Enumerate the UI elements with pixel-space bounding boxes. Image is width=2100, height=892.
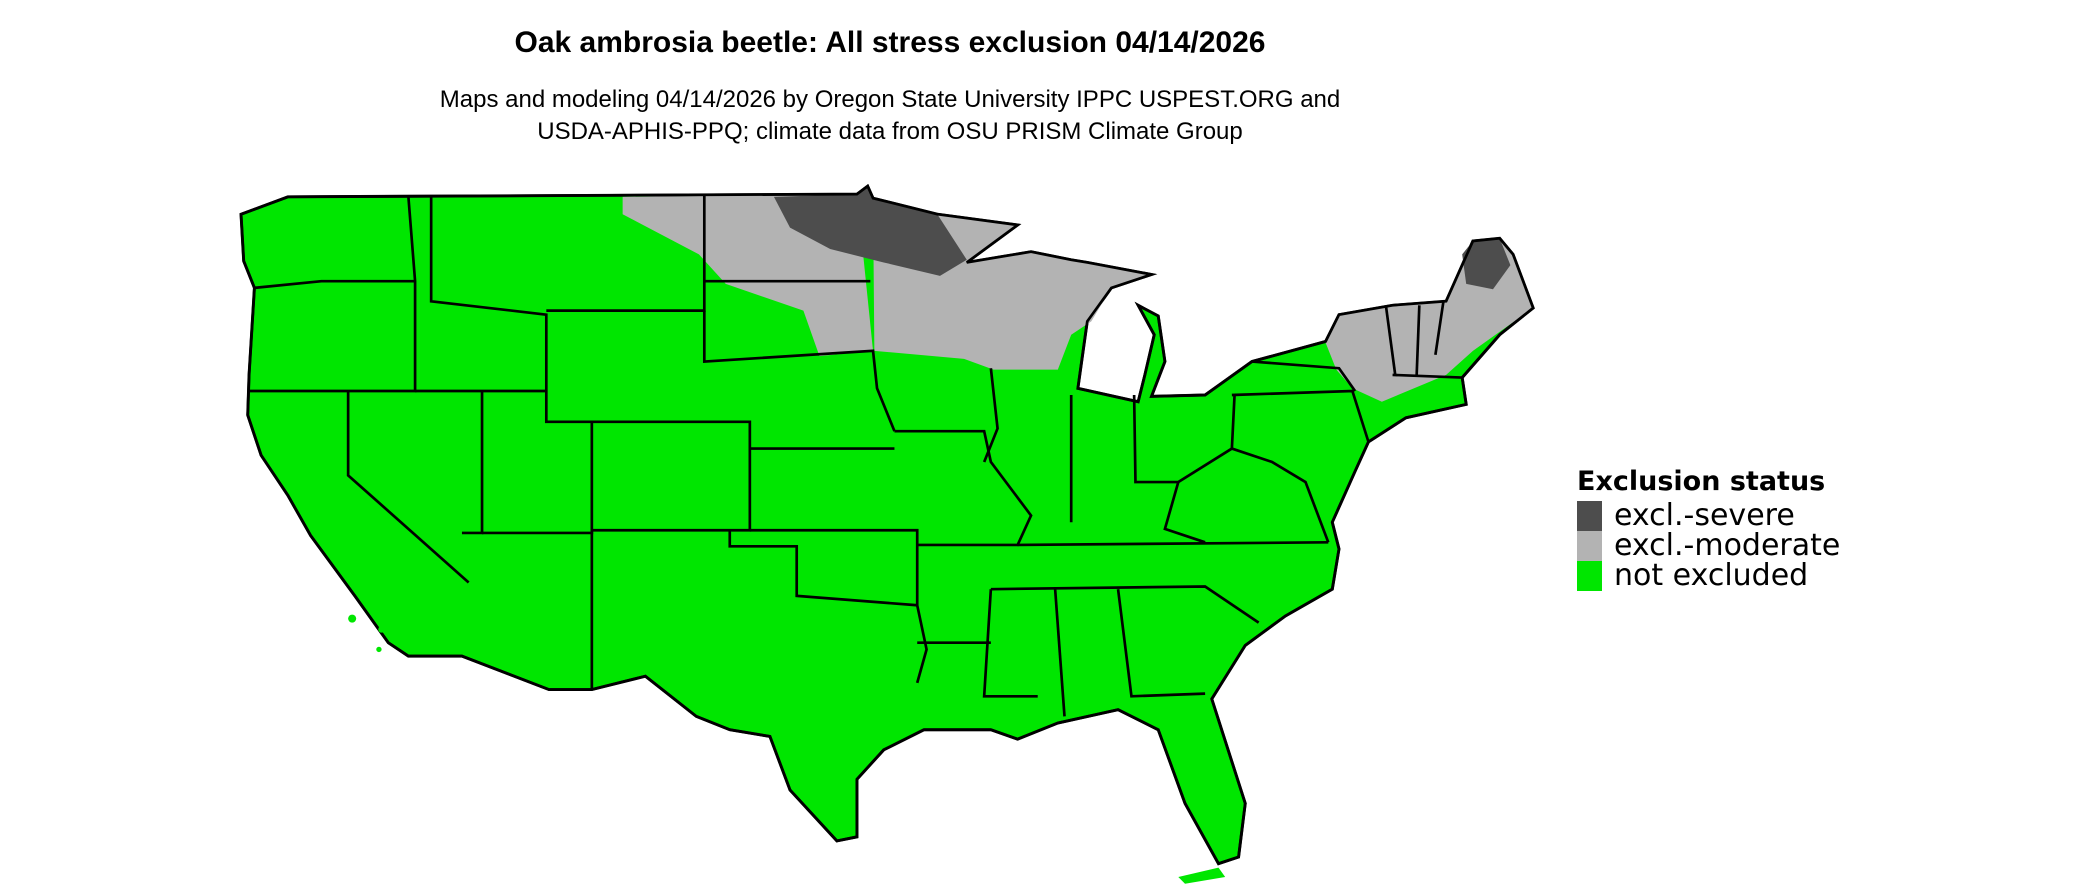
map-title: Oak ambrosia beetle: All stress exclusio… [514, 26, 1266, 59]
legend-swatch-moderate [1577, 531, 1602, 561]
legend-item-severe: excl.-severe [1577, 501, 1840, 531]
legend-swatch-severe [1577, 501, 1602, 531]
legend-item-moderate: excl.-moderate [1577, 531, 1840, 561]
legend-title: Exclusion status [1577, 466, 1826, 497]
legend-label: excl.-severe [1614, 498, 1795, 533]
legend-item-not-excluded: not excluded [1577, 561, 1840, 591]
subtitle-line-1: Maps and modeling 04/14/2026 by Oregon S… [439, 86, 1341, 113]
map-subtitle: Maps and modeling 04/14/2026 by Oregon S… [0, 84, 1780, 148]
legend-swatch-not-excluded [1577, 561, 1602, 591]
legend-label: excl.-moderate [1614, 528, 1841, 563]
subtitle-line-2: USDA-APHIS-PPQ; climate data from OSU PR… [537, 118, 1243, 145]
severe-exclusion-maine [1462, 238, 1511, 290]
legend-label: not excluded [1614, 558, 1809, 593]
severe-exclusion-minnesota [773, 186, 967, 276]
legend: Exclusion status excl.-severe excl.-mode… [1577, 466, 1840, 591]
islands-and-fragments [348, 614, 1226, 884]
state-boundaries [239, 184, 1535, 866]
